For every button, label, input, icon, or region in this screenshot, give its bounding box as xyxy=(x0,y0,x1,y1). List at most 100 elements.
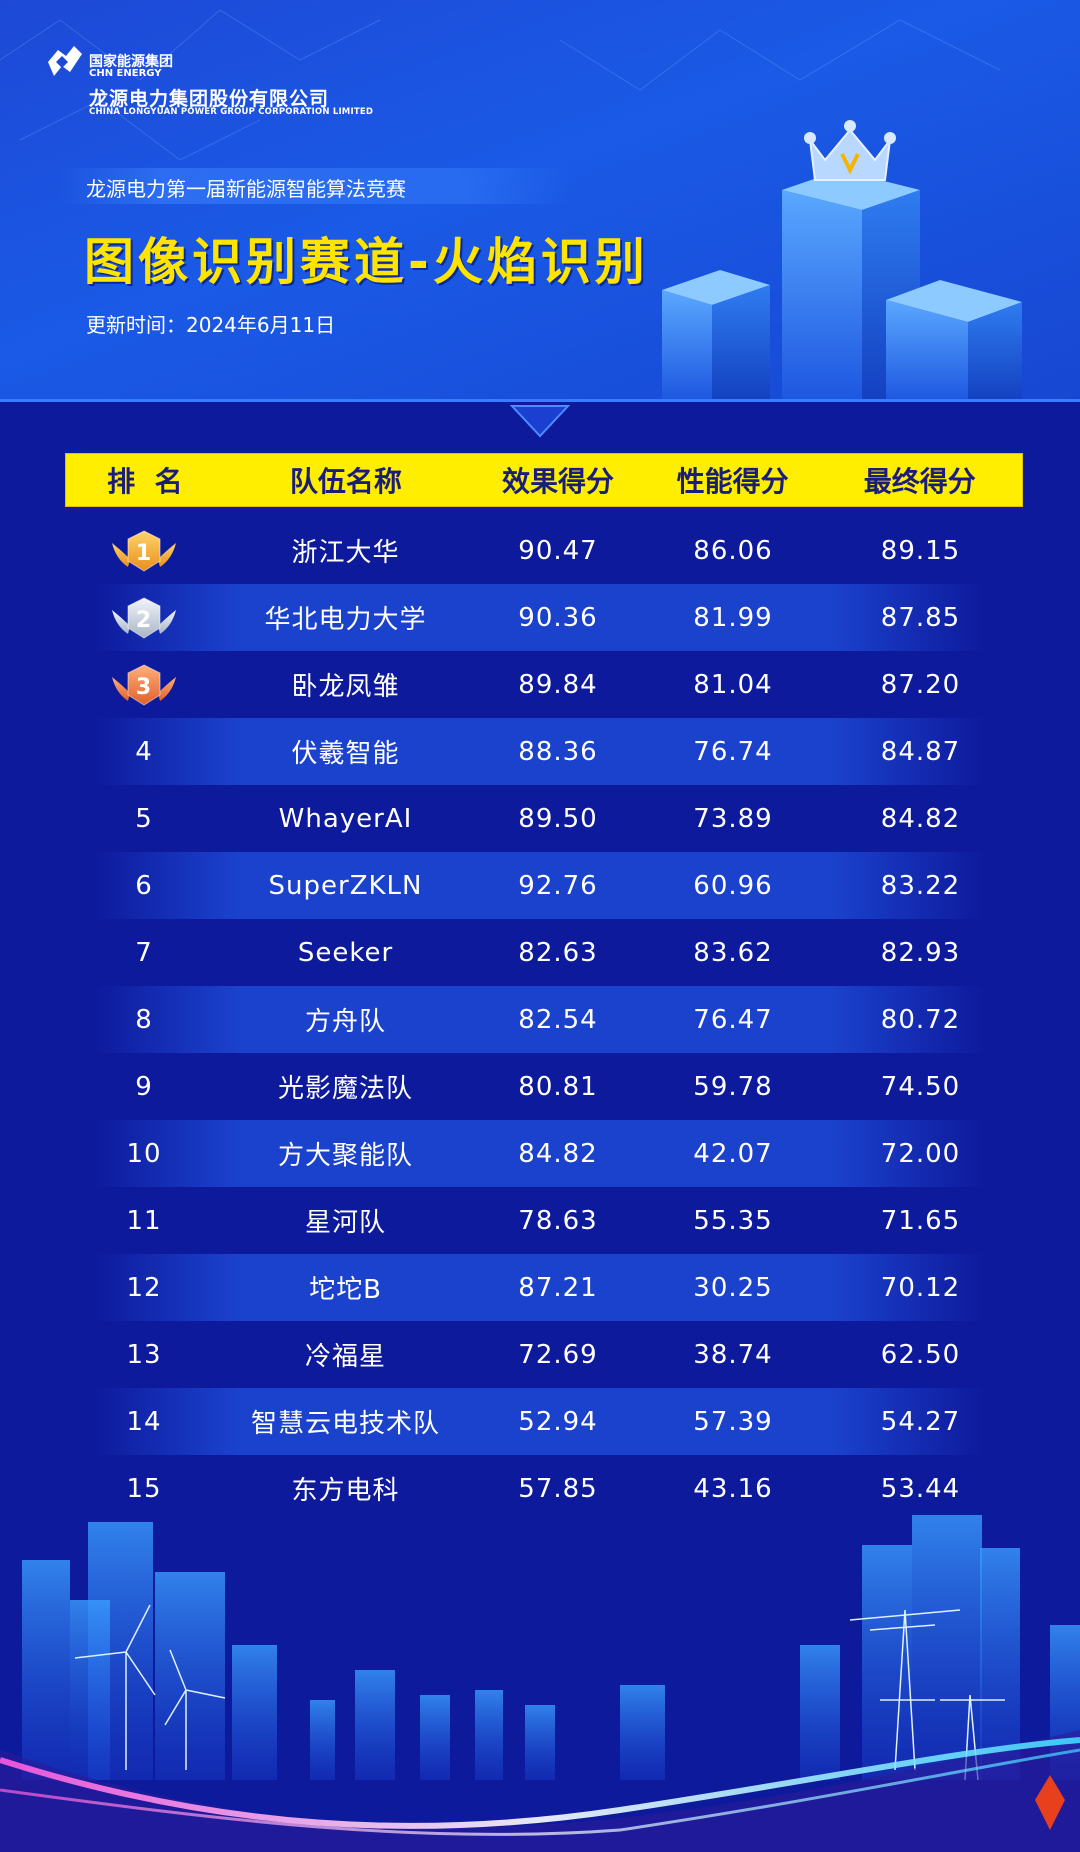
table-row: 9 光影魔法队 80.81 59.78 74.50 xyxy=(65,1053,1023,1120)
rank-cell: 8 xyxy=(135,1004,153,1035)
table-row: 3 卧龙凤雏 89.84 81.04 87.20 xyxy=(65,651,1023,718)
rank-cell: 1 xyxy=(65,529,223,573)
company-name-en: CHINA LONGYUAN POWER GROUP CORPORATION L… xyxy=(89,107,374,117)
team-name: WhayerAI xyxy=(278,803,413,834)
rank-cell: 5 xyxy=(135,803,153,834)
performance-score: 43.16 xyxy=(693,1473,773,1504)
rank-cell: 9 xyxy=(135,1071,153,1102)
table-row: 6 SuperZKLN 92.76 60.96 83.22 xyxy=(65,852,1023,919)
effect-score: 80.81 xyxy=(518,1071,598,1102)
effect-score: 89.50 xyxy=(518,803,598,834)
team-name: 冷福星 xyxy=(304,1342,386,1372)
effect-score: 57.85 xyxy=(518,1473,598,1504)
leaderboard-table: 排 名 队伍名称 效果得分 性能得分 最终得分 1 浙江大华 90.47 86.0… xyxy=(65,453,1023,1522)
logo-text-cn: 国家能源集团 xyxy=(89,54,173,70)
effect-score: 92.76 xyxy=(518,870,598,901)
performance-score: 86.06 xyxy=(693,535,773,566)
table-row: 8 方舟队 82.54 76.47 80.72 xyxy=(65,986,1023,1053)
table-row: 5 WhayerAI 89.50 73.89 84.82 xyxy=(65,785,1023,852)
final-score: 62.50 xyxy=(880,1339,961,1370)
down-arrow-decoration-icon xyxy=(509,405,571,438)
network-background-decoration xyxy=(0,9,1001,161)
team-name: 卧龙凤雏 xyxy=(291,672,400,702)
team-name: 光影魔法队 xyxy=(277,1074,413,1104)
bronze-medal-icon: 3 xyxy=(112,663,176,706)
table-row: 2 华北电力大学 90.36 81.99 87.85 xyxy=(65,584,1023,651)
silver-medal-icon: 2 xyxy=(112,596,176,639)
team-name: 星河队 xyxy=(304,1208,386,1238)
table-header: 排 名 队伍名称 效果得分 性能得分 最终得分 xyxy=(65,453,1023,507)
team-name: Seeker xyxy=(297,937,394,968)
performance-score: 60.96 xyxy=(693,870,773,901)
final-score: 71.65 xyxy=(880,1205,961,1236)
performance-score: 83.62 xyxy=(693,937,773,968)
team-name: SuperZKLN xyxy=(268,870,423,901)
competition-subtitle: 龙源电力第一届新能源智能算法竞赛 xyxy=(86,177,406,201)
rank-cell: 10 xyxy=(126,1138,162,1169)
performance-score: 76.74 xyxy=(693,736,773,767)
team-name: 方大聚能队 xyxy=(277,1141,413,1171)
team-name: 伏羲智能 xyxy=(291,739,400,769)
performance-score: 55.35 xyxy=(693,1205,773,1236)
team-name: 华北电力大学 xyxy=(264,605,427,635)
effect-score: 89.84 xyxy=(518,669,598,700)
effect-score: 87.21 xyxy=(518,1272,598,1303)
final-score: 54.27 xyxy=(880,1406,961,1437)
company-name-cn: 龙源电力集团股份有限公司 xyxy=(89,88,330,110)
rank-cell: 13 xyxy=(126,1339,162,1370)
effect-score: 84.82 xyxy=(518,1138,598,1169)
effect-score: 90.36 xyxy=(518,602,598,633)
logo-text-en: CHN ENERGY xyxy=(89,68,162,79)
performance-score: 42.07 xyxy=(693,1138,773,1169)
rank-cell: 12 xyxy=(126,1272,162,1303)
performance-score: 30.25 xyxy=(693,1272,773,1303)
team-name: 浙江大华 xyxy=(291,538,400,568)
final-score: 87.85 xyxy=(880,602,961,633)
team-name: 智慧云电技术队 xyxy=(250,1409,440,1439)
performance-score: 38.74 xyxy=(693,1339,773,1370)
column-header-performance-score: 性能得分 xyxy=(676,465,789,498)
final-score: 87.20 xyxy=(880,669,961,700)
rank-cell: 4 xyxy=(135,736,153,767)
table-row: 14 智慧云电技术队 52.94 57.39 54.27 xyxy=(65,1388,1023,1455)
rank-number: 1 xyxy=(136,541,152,566)
performance-score: 59.78 xyxy=(693,1071,773,1102)
team-name: 坨坨B xyxy=(309,1275,382,1305)
table-row: 11 星河队 78.63 55.35 71.65 xyxy=(65,1187,1023,1254)
final-score: 84.87 xyxy=(880,736,961,767)
performance-score: 76.47 xyxy=(693,1004,773,1035)
rank-number: 3 xyxy=(136,675,152,700)
effect-score: 90.47 xyxy=(518,535,598,566)
effect-score: 52.94 xyxy=(518,1406,598,1437)
performance-score: 81.04 xyxy=(693,669,773,700)
final-score: 74.50 xyxy=(880,1071,961,1102)
final-score: 70.12 xyxy=(880,1272,961,1303)
rank-cell: 15 xyxy=(126,1473,162,1504)
table-row: 13 冷福星 72.69 38.74 62.50 xyxy=(65,1321,1023,1388)
table-row: 1 浙江大华 90.47 86.06 89.15 xyxy=(65,517,1023,584)
final-score: 72.00 xyxy=(880,1138,961,1169)
watermark-logo-icon xyxy=(1035,1775,1065,1830)
table-row: 12 坨坨B 87.21 30.25 70.12 xyxy=(65,1254,1023,1321)
header-banner: 国家能源集团 CHN ENERGY 龙源电力集团股份有限公司 CHINA LON… xyxy=(0,0,1080,402)
table-row: 10 方大聚能队 84.82 42.07 72.00 xyxy=(65,1120,1023,1187)
effect-score: 78.63 xyxy=(518,1205,598,1236)
update-time: 更新时间：2024年6月11日 xyxy=(86,313,336,337)
final-score: 84.82 xyxy=(880,803,961,834)
column-header-final-score: 最终得分 xyxy=(863,465,976,498)
rank-cell: 14 xyxy=(126,1406,162,1437)
gold-medal-icon: 1 xyxy=(112,529,176,572)
subtitle-band xyxy=(60,168,570,204)
rank-cell: 7 xyxy=(135,937,153,968)
performance-score: 81.99 xyxy=(693,602,773,633)
column-header-team: 队伍名称 xyxy=(289,465,402,498)
table-row: 15 东方电科 57.85 43.16 53.44 xyxy=(65,1455,1023,1522)
podium-crown-illustration xyxy=(662,120,1022,402)
performance-score: 73.89 xyxy=(693,803,773,834)
final-score: 53.44 xyxy=(880,1473,961,1504)
effect-score: 88.36 xyxy=(518,736,598,767)
final-score: 89.15 xyxy=(880,535,961,566)
table-body: 1 浙江大华 90.47 86.06 89.15 2 华北电力大学 90.36 81… xyxy=(65,517,1023,1522)
column-header-rank: 排 名 xyxy=(107,465,183,498)
table-row: 4 伏羲智能 88.36 76.74 84.87 xyxy=(65,718,1023,785)
